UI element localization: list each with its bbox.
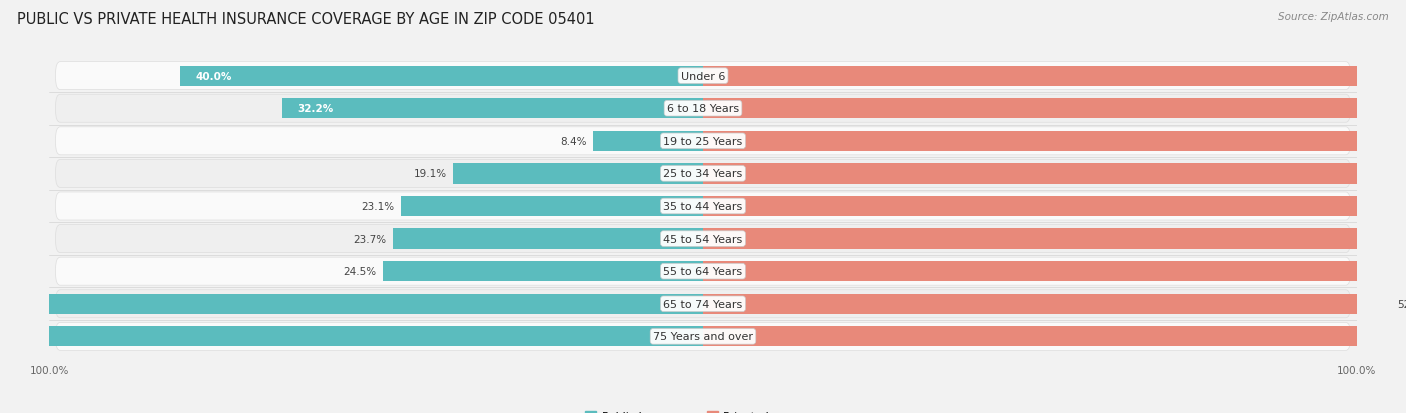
FancyBboxPatch shape xyxy=(56,225,1350,253)
FancyBboxPatch shape xyxy=(56,258,1350,285)
Text: 8.4%: 8.4% xyxy=(560,136,586,147)
Bar xyxy=(283,99,703,119)
Text: 35 to 44 Years: 35 to 44 Years xyxy=(664,202,742,211)
Bar xyxy=(593,131,703,152)
FancyBboxPatch shape xyxy=(56,160,1350,188)
Bar xyxy=(703,99,1406,119)
Text: Under 6: Under 6 xyxy=(681,71,725,81)
Text: 23.7%: 23.7% xyxy=(353,234,387,244)
Text: 75 Years and over: 75 Years and over xyxy=(652,332,754,342)
FancyBboxPatch shape xyxy=(56,323,1350,351)
Bar xyxy=(703,66,1406,87)
Text: 55 to 64 Years: 55 to 64 Years xyxy=(664,266,742,277)
Bar xyxy=(703,229,1406,249)
Text: 23.1%: 23.1% xyxy=(361,202,395,211)
Text: 45 to 54 Years: 45 to 54 Years xyxy=(664,234,742,244)
Bar xyxy=(703,261,1406,282)
Bar xyxy=(453,164,703,184)
Bar xyxy=(0,294,703,314)
Text: 40.0%: 40.0% xyxy=(195,71,232,81)
Bar xyxy=(180,66,703,87)
Bar xyxy=(703,197,1406,216)
Text: 19 to 25 Years: 19 to 25 Years xyxy=(664,136,742,147)
Text: 32.2%: 32.2% xyxy=(298,104,333,114)
Text: 52.6%: 52.6% xyxy=(1398,299,1406,309)
Text: 25 to 34 Years: 25 to 34 Years xyxy=(664,169,742,179)
Bar xyxy=(394,229,703,249)
Text: 6 to 18 Years: 6 to 18 Years xyxy=(666,104,740,114)
Text: 65 to 74 Years: 65 to 74 Years xyxy=(664,299,742,309)
Bar xyxy=(703,131,1406,152)
Bar xyxy=(382,261,703,282)
Bar xyxy=(703,294,1391,314)
Bar xyxy=(0,326,703,347)
FancyBboxPatch shape xyxy=(56,290,1350,318)
FancyBboxPatch shape xyxy=(56,192,1350,221)
FancyBboxPatch shape xyxy=(56,128,1350,155)
Text: 19.1%: 19.1% xyxy=(413,169,447,179)
FancyBboxPatch shape xyxy=(56,95,1350,123)
Bar xyxy=(703,326,1406,347)
Text: PUBLIC VS PRIVATE HEALTH INSURANCE COVERAGE BY AGE IN ZIP CODE 05401: PUBLIC VS PRIVATE HEALTH INSURANCE COVER… xyxy=(17,12,595,27)
Bar xyxy=(703,164,1406,184)
FancyBboxPatch shape xyxy=(56,62,1350,90)
Text: Source: ZipAtlas.com: Source: ZipAtlas.com xyxy=(1278,12,1389,22)
Legend: Public Insurance, Private Insurance: Public Insurance, Private Insurance xyxy=(585,411,821,413)
Text: 24.5%: 24.5% xyxy=(343,266,377,277)
Bar xyxy=(401,197,703,216)
